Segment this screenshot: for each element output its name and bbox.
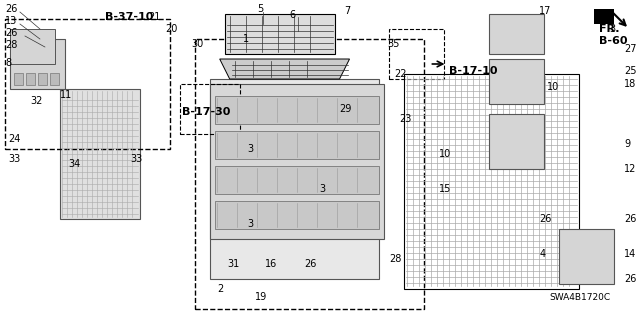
Text: 3: 3: [248, 144, 254, 154]
Text: 28: 28: [390, 254, 402, 264]
Text: 3: 3: [248, 219, 254, 229]
Bar: [490, 114, 544, 169]
Bar: [210, 84, 385, 239]
Text: 27: 27: [624, 44, 637, 54]
Bar: [14, 73, 23, 85]
Text: 3: 3: [319, 184, 326, 194]
Bar: [559, 229, 614, 284]
Text: 35: 35: [387, 39, 400, 49]
Text: 24: 24: [8, 134, 20, 144]
Text: 33: 33: [8, 154, 20, 164]
Text: 28: 28: [5, 40, 17, 50]
Bar: [214, 166, 380, 194]
Text: 15: 15: [440, 184, 452, 194]
Bar: [404, 74, 579, 289]
Text: 25: 25: [624, 66, 637, 76]
Bar: [490, 14, 544, 54]
Text: 26: 26: [305, 259, 317, 269]
Text: 10: 10: [547, 82, 559, 92]
Text: 17: 17: [540, 6, 552, 16]
Text: 2: 2: [218, 284, 224, 294]
Text: 23: 23: [399, 114, 412, 124]
Bar: [210, 79, 380, 279]
Bar: [195, 39, 424, 309]
Text: 22: 22: [394, 69, 407, 79]
Bar: [225, 14, 335, 54]
Text: 26: 26: [540, 214, 552, 224]
Text: 16: 16: [264, 259, 277, 269]
Text: 30: 30: [192, 39, 204, 49]
Text: 10: 10: [440, 149, 452, 159]
Text: 8: 8: [5, 58, 11, 68]
Bar: [490, 59, 544, 104]
Text: 26: 26: [5, 28, 17, 38]
Text: B-60: B-60: [599, 36, 628, 46]
Text: 19: 19: [255, 292, 267, 302]
Text: 13: 13: [5, 16, 17, 26]
Bar: [180, 84, 239, 134]
Text: FR.: FR.: [599, 24, 620, 34]
Text: 1: 1: [243, 34, 249, 44]
Text: 33: 33: [130, 154, 142, 164]
Text: 21: 21: [148, 12, 160, 22]
Text: 3: 3: [609, 24, 615, 34]
Text: SWA4B1720C: SWA4B1720C: [549, 293, 611, 301]
Bar: [214, 201, 380, 229]
Text: 32: 32: [30, 96, 42, 106]
Text: B-37-10: B-37-10: [105, 12, 153, 22]
Polygon shape: [220, 59, 349, 79]
Bar: [390, 29, 444, 79]
Text: 26: 26: [624, 214, 637, 224]
Text: 12: 12: [624, 164, 637, 174]
Text: B-17-10: B-17-10: [449, 66, 498, 76]
Text: 11: 11: [60, 90, 72, 100]
Text: 4: 4: [540, 249, 545, 259]
Bar: [60, 89, 140, 219]
Text: 34: 34: [68, 159, 80, 169]
Text: 7: 7: [344, 6, 351, 16]
Text: B-17-30: B-17-30: [182, 107, 230, 117]
Text: 29: 29: [340, 104, 352, 114]
Bar: [50, 73, 59, 85]
Bar: [38, 73, 47, 85]
Text: 9: 9: [624, 139, 630, 149]
Text: 26: 26: [624, 274, 637, 284]
Bar: [5, 19, 170, 149]
Text: 18: 18: [624, 79, 636, 89]
Bar: [214, 96, 380, 124]
Bar: [26, 73, 35, 85]
Text: 26: 26: [5, 4, 17, 14]
Text: 14: 14: [624, 249, 636, 259]
Text: 31: 31: [228, 259, 240, 269]
Polygon shape: [594, 9, 614, 24]
Text: 20: 20: [164, 24, 177, 34]
Text: 5: 5: [258, 4, 264, 14]
Bar: [10, 39, 65, 89]
Bar: [10, 29, 55, 64]
Text: 6: 6: [290, 10, 296, 20]
Bar: [214, 131, 380, 159]
